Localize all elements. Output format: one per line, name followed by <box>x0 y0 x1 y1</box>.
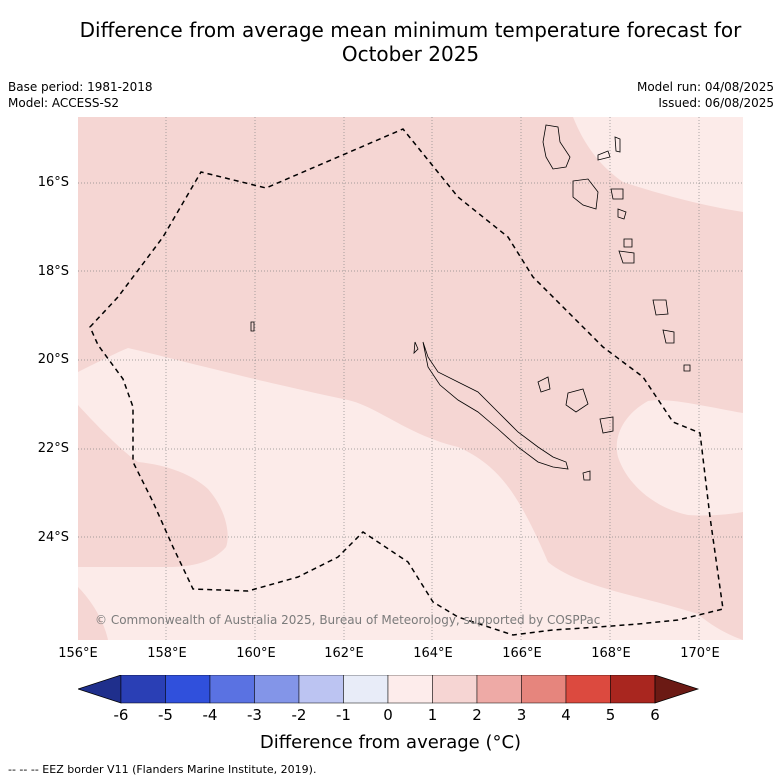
island-belep <box>413 341 419 355</box>
colorbar-cell <box>254 675 300 704</box>
coastlines <box>250 124 691 481</box>
colorbar-tick-label: -4 <box>202 706 218 724</box>
model-name: Model: ACCESS-S2 <box>8 96 120 110</box>
map-panel <box>78 117 743 640</box>
anomaly-0-1-region-east <box>616 400 743 516</box>
issued-date: Issued: 06/08/2025 <box>658 96 774 110</box>
graticule <box>78 117 743 640</box>
island-pines <box>582 470 591 481</box>
lon-label-166e: 166°E <box>502 646 542 661</box>
island-malekula <box>572 178 599 210</box>
lon-label-170e: 170°E <box>680 646 720 661</box>
lon-label-168e: 168°E <box>591 646 631 661</box>
colorbar-tick-label: -2 <box>291 706 307 724</box>
colorbar-cell <box>209 675 255 704</box>
lat-label-22s: 22°S <box>37 441 69 456</box>
colorbar-cell <box>387 675 433 704</box>
anomaly-0-1-region-south <box>78 348 743 640</box>
lon-label-162e: 162°E <box>324 646 364 661</box>
island-erromango <box>618 250 635 264</box>
colorbar-cell <box>298 675 344 704</box>
colorbar-tick-label: 0 <box>383 706 393 724</box>
island-aneityum <box>662 329 675 344</box>
lat-label-18s: 18°S <box>37 264 69 279</box>
colorbar-tick-label: 6 <box>650 706 660 724</box>
island-ambrym <box>610 188 624 200</box>
colorbar-cell <box>521 675 567 704</box>
anomaly-1-2-region-west <box>78 405 228 567</box>
model-run: Model run: 04/08/2025 <box>636 80 774 94</box>
island-lifou <box>565 388 589 413</box>
island-mare <box>599 416 614 434</box>
colorbar-cell <box>343 675 389 704</box>
colorbar-tick-label: 1 <box>427 706 438 724</box>
island-hunter <box>683 364 691 372</box>
new-caledonia-coast <box>422 341 569 470</box>
colorbar-tick-label: 4 <box>561 706 571 724</box>
colorbar-tick-label: 3 <box>516 706 527 724</box>
colorbar-cell <box>165 675 211 704</box>
island-maewo <box>597 150 611 161</box>
title-line-1: Difference from average mean minimum tem… <box>79 18 742 42</box>
colorbar-tick-label: -6 <box>113 706 129 724</box>
colorbar-cell <box>565 675 611 704</box>
colorbar-tick-label: -1 <box>336 706 351 724</box>
colorbar-cell <box>476 675 522 704</box>
colorbar-tick-label: 5 <box>605 706 616 724</box>
colorbar-tick-label: -3 <box>247 706 262 724</box>
island-espiritu-santo <box>542 124 571 170</box>
meta-right: Model run: 04/08/2025 Issued: 06/08/2025 <box>637 79 774 111</box>
lon-label-156e: 156°E <box>58 646 98 661</box>
lat-label-16s: 16°S <box>37 175 69 190</box>
island-ouvea <box>537 376 551 393</box>
title-line-2: October 2025 <box>341 42 480 66</box>
island-chesterfield <box>250 321 255 332</box>
anomaly-1-2-region-sw <box>78 587 108 640</box>
colorbar-extend-high <box>654 675 700 704</box>
colorbar-cell <box>432 675 478 704</box>
colorbar-cell <box>120 675 166 704</box>
colorbar-cell <box>610 675 656 704</box>
colorbar-label: Difference from average (°C) <box>259 732 522 753</box>
island-epi <box>617 208 627 220</box>
lon-label-158e: 158°E <box>147 646 187 661</box>
copyright-notice: © Commonwealth of Australia 2025, Bureau… <box>95 613 601 627</box>
island-pentecost <box>614 136 621 153</box>
colorbar-tick-label: -5 <box>158 706 173 724</box>
lat-label-20s: 20°S <box>37 352 69 367</box>
eez-footnote: -- -- -- EEZ border V11 (Flanders Marine… <box>8 763 317 776</box>
lon-label-160e: 160°E <box>236 646 276 661</box>
map-title: Difference from average mean minimum tem… <box>40 18 781 66</box>
meta-left: Base period: 1981-2018 Model: ACCESS-S2 <box>8 79 153 111</box>
lat-label-24s: 24°S <box>37 530 69 545</box>
base-period: Base period: 1981-2018 <box>8 80 153 94</box>
colorbar-cells <box>78 675 700 704</box>
lon-label-164e: 164°E <box>413 646 453 661</box>
anomaly-map <box>78 117 743 640</box>
colorbar-extend-low <box>78 675 122 704</box>
eez-border <box>89 128 724 636</box>
colorbar <box>78 675 700 704</box>
colorbar-tick-label: 2 <box>472 706 482 724</box>
island-tanna <box>652 299 669 316</box>
island-efate <box>623 238 633 248</box>
